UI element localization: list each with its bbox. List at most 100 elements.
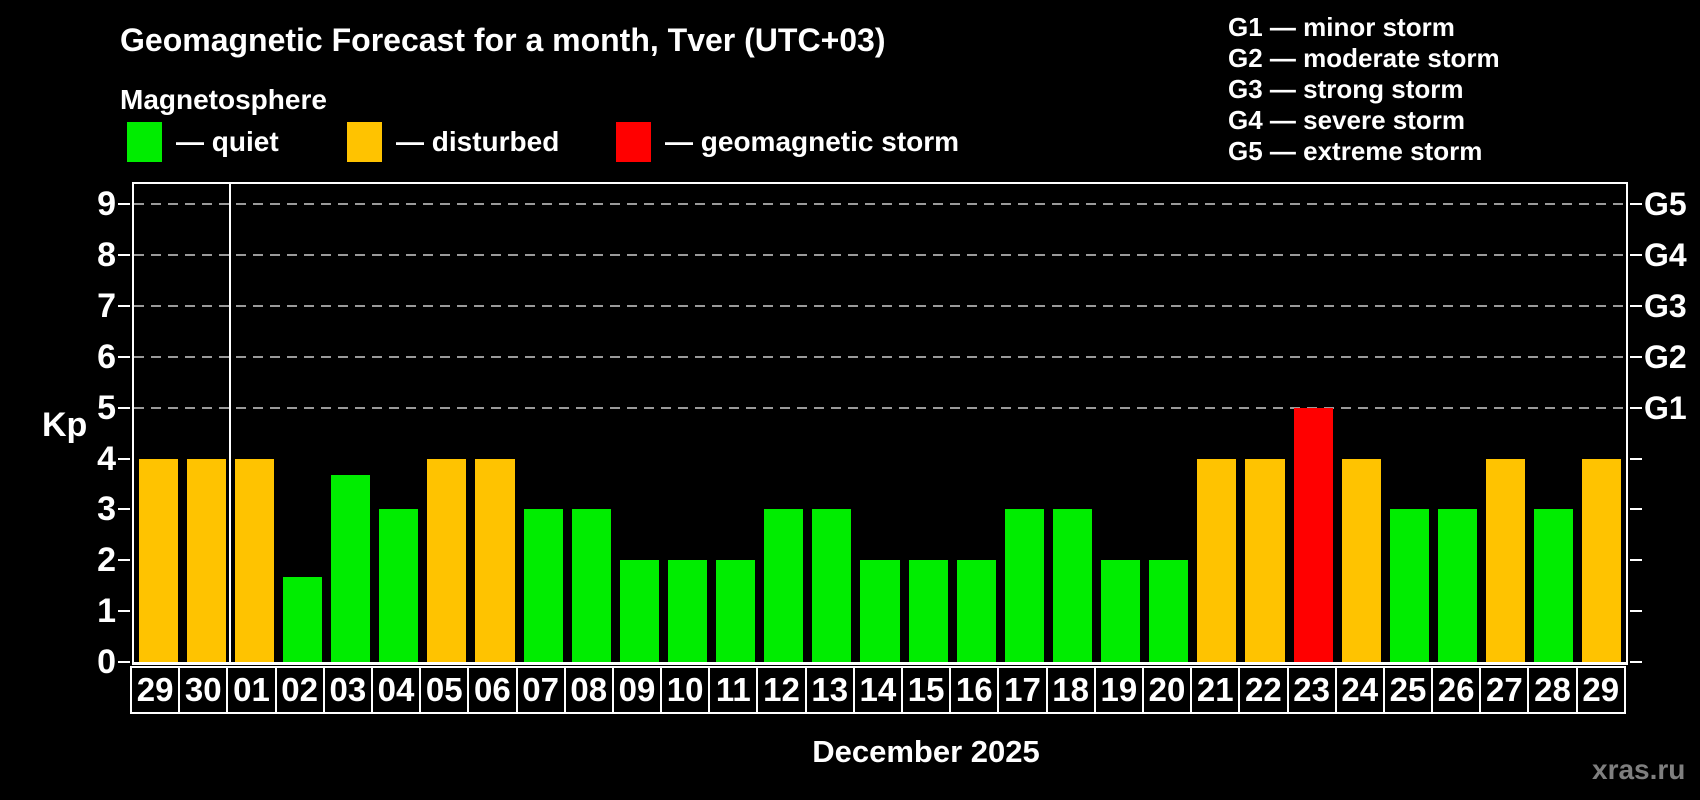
date-label-03: 03 bbox=[322, 668, 371, 712]
date-label-18: 18 bbox=[1045, 668, 1094, 712]
date-label-16: 16 bbox=[949, 668, 998, 712]
date-label-05: 05 bbox=[419, 668, 468, 712]
date-label-10: 10 bbox=[660, 668, 709, 712]
right-axis-label-g1: G1 bbox=[1644, 389, 1687, 426]
kp-bar-day-19 bbox=[1101, 560, 1141, 662]
gridline-kp9 bbox=[134, 203, 1626, 206]
storm-scale-g5: G5 — extreme storm bbox=[1228, 136, 1483, 166]
date-label-30: 30 bbox=[178, 668, 227, 712]
gridline-kp8 bbox=[134, 254, 1626, 257]
kp-bar-day-08 bbox=[571, 509, 611, 662]
date-label-14: 14 bbox=[852, 668, 901, 712]
gridline-kp5 bbox=[134, 406, 1626, 409]
legend-label-storm: — geomagnetic storm bbox=[665, 126, 960, 157]
kp-bar-day-29 bbox=[1582, 458, 1622, 662]
kp-bar-day-20 bbox=[1149, 560, 1189, 662]
y-tick-label-0: 0 bbox=[97, 643, 116, 681]
date-label-28: 28 bbox=[1527, 668, 1576, 712]
kp-bar-day-06 bbox=[475, 458, 515, 662]
date-label-12: 12 bbox=[756, 668, 805, 712]
quiet-color-swatch bbox=[127, 122, 162, 162]
right-tick-kp6 bbox=[1630, 355, 1642, 358]
kp-bar-day-07 bbox=[523, 509, 563, 662]
date-label-23: 23 bbox=[1286, 668, 1335, 712]
date-label-04: 04 bbox=[370, 668, 420, 712]
right-tick-kp8 bbox=[1630, 254, 1642, 257]
date-label-22: 22 bbox=[1238, 668, 1287, 712]
kp-bar-day-03 bbox=[331, 475, 371, 662]
y-tick-label-5: 5 bbox=[97, 388, 116, 427]
kp-bar-day-16 bbox=[956, 560, 996, 662]
plot-area: 0 1 2 3 4 5 6 7 8 9 G1 G2 G3 G4 G5 bbox=[97, 182, 1687, 679]
left-tick-kp4 bbox=[118, 457, 130, 460]
legend-item-storm: — geomagnetic storm bbox=[616, 122, 959, 162]
date-label-29: 29 bbox=[1575, 668, 1624, 712]
right-axis-label-g4: G4 bbox=[1644, 237, 1687, 274]
storm-scale-g3: G3 — strong storm bbox=[1228, 74, 1464, 104]
y-tick-label-4: 4 bbox=[97, 439, 116, 478]
kp-bar-day-02 bbox=[282, 577, 322, 662]
date-label-02: 02 bbox=[274, 668, 323, 712]
y-tick-label-2: 2 bbox=[97, 541, 116, 580]
right-tick-kp3 bbox=[1630, 508, 1642, 511]
storm-scale-g1: G1 — minor storm bbox=[1228, 12, 1455, 42]
x-axis-title: December 2025 bbox=[812, 734, 1040, 769]
kp-bar-day-30 bbox=[186, 458, 226, 662]
right-tick-kp0 bbox=[1630, 661, 1642, 663]
right-tick-kp9 bbox=[1630, 203, 1642, 206]
date-label-24: 24 bbox=[1334, 668, 1383, 712]
kp-bar-day-11 bbox=[716, 560, 756, 662]
kp-bar-day-22 bbox=[1245, 458, 1285, 662]
date-label-17: 17 bbox=[997, 668, 1046, 712]
date-label-20: 20 bbox=[1141, 668, 1191, 712]
legend-item-quiet: — quiet bbox=[127, 122, 279, 162]
left-tick-kp8 bbox=[118, 254, 130, 257]
y-tick-label-7: 7 bbox=[97, 287, 116, 326]
y-tick-label-3: 3 bbox=[97, 490, 116, 529]
kp-bar-day-24 bbox=[1341, 458, 1381, 662]
y-tick-label-1: 1 bbox=[97, 592, 116, 631]
kp-bar-day-10 bbox=[667, 560, 708, 662]
kp-bar-day-04 bbox=[379, 509, 419, 662]
kp-bar-day-14 bbox=[860, 560, 900, 662]
kp-bar-day-18 bbox=[1052, 509, 1093, 662]
date-label-06: 06 bbox=[467, 668, 516, 712]
date-label-07: 07 bbox=[515, 668, 564, 712]
left-tick-kp7 bbox=[118, 305, 130, 308]
date-label-29: 29 bbox=[132, 668, 179, 712]
date-label-11: 11 bbox=[708, 668, 757, 712]
right-tick-kp4 bbox=[1630, 457, 1642, 460]
legend-label-disturbed: — disturbed bbox=[396, 126, 560, 157]
date-label-09: 09 bbox=[611, 668, 661, 712]
disturbed-color-swatch bbox=[347, 122, 382, 162]
kp-bar-day-29 bbox=[138, 458, 178, 662]
legend-item-disturbed: — disturbed bbox=[347, 122, 559, 162]
kp-bar-day-09 bbox=[619, 560, 659, 662]
date-label-13: 13 bbox=[804, 668, 853, 712]
kp-bar-day-21 bbox=[1197, 458, 1237, 662]
kp-bar-day-13 bbox=[812, 509, 852, 662]
storm-color-swatch bbox=[616, 122, 651, 162]
kp-bar-day-05 bbox=[427, 458, 467, 662]
y-tick-label-6: 6 bbox=[97, 337, 116, 376]
date-label-25: 25 bbox=[1382, 668, 1432, 712]
kp-bar-day-12 bbox=[764, 509, 804, 662]
date-label-21: 21 bbox=[1190, 668, 1239, 712]
left-tick-kp1 bbox=[118, 610, 130, 613]
kp-bar-day-17 bbox=[1004, 509, 1044, 662]
storm-scale-legend: G1 — minor storm G2 — moderate storm G3 … bbox=[1228, 12, 1500, 167]
date-label-19: 19 bbox=[1093, 668, 1142, 712]
chart-subtitle: Magnetosphere bbox=[120, 84, 327, 115]
right-axis-label-g2: G2 bbox=[1644, 338, 1687, 375]
status-legend: — quiet — disturbed — geomagnetic storm bbox=[0, 122, 1100, 164]
left-tick-kp6 bbox=[118, 355, 130, 358]
kp-bar-day-23 bbox=[1293, 407, 1333, 662]
date-label-26: 26 bbox=[1431, 668, 1480, 712]
watermark: xras.ru bbox=[1592, 754, 1686, 785]
kp-bar-day-01 bbox=[234, 458, 274, 662]
legend-label-quiet: — quiet bbox=[176, 126, 279, 157]
left-tick-kp0 bbox=[118, 661, 130, 663]
left-tick-kp5 bbox=[118, 406, 130, 409]
y-tick-label-9: 9 bbox=[97, 185, 116, 224]
